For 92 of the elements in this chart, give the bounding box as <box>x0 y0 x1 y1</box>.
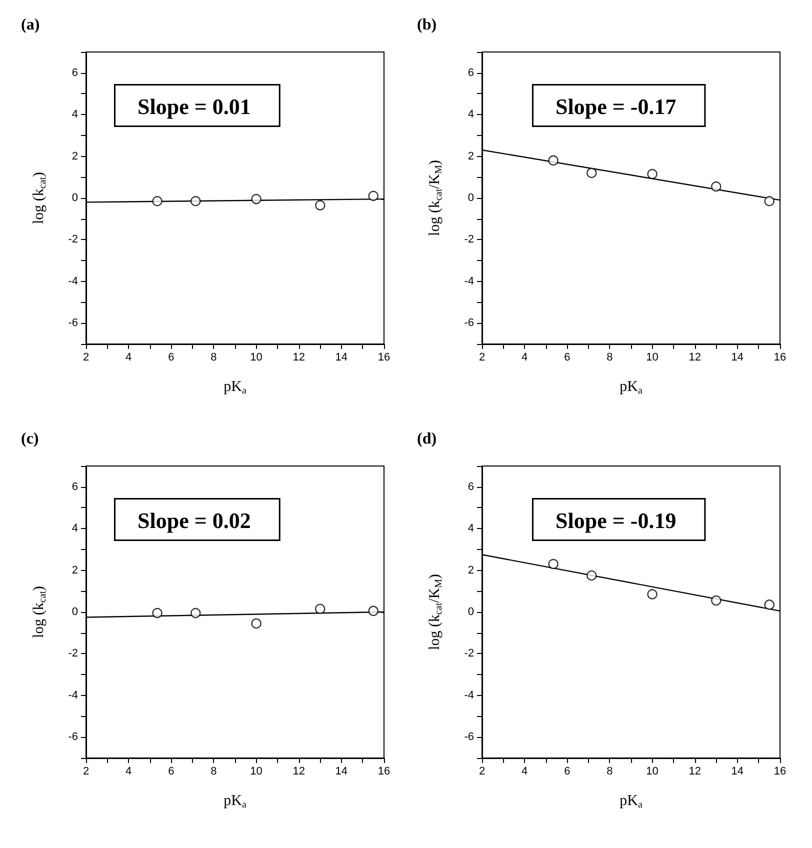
y-tick-label: -6 <box>464 317 474 330</box>
y-axis-title: log (kcat) <box>31 586 48 638</box>
x-tick-label: 8 <box>606 352 613 364</box>
y-tick-label: 6 <box>72 480 78 493</box>
y-tick-label: -2 <box>68 648 78 660</box>
y-tick-label: 6 <box>468 480 474 493</box>
y-tick-label: 4 <box>72 108 78 121</box>
point <box>251 194 262 204</box>
x-tick-label: 10 <box>250 352 262 364</box>
annotation: Slope = -0.19 <box>556 508 676 533</box>
y-tick-label: 0 <box>468 192 474 204</box>
point <box>251 618 262 629</box>
point <box>647 589 658 600</box>
point <box>368 190 378 202</box>
x-tick-label: 16 <box>774 352 786 364</box>
x-tick-label: 8 <box>210 766 217 778</box>
x-tick-label: 16 <box>774 766 786 778</box>
x-tick-label: 14 <box>335 352 348 364</box>
x-tick-label: 10 <box>646 766 658 778</box>
y-tick-label: 2 <box>468 564 474 576</box>
x-tick-label: 12 <box>292 766 305 778</box>
point <box>548 558 558 570</box>
point <box>315 200 326 210</box>
annotation: Slope = 0.02 <box>138 508 251 533</box>
point <box>586 168 597 178</box>
y-tick-label: 2 <box>72 564 78 576</box>
x-tick-label: 4 <box>126 766 132 778</box>
point <box>190 196 201 206</box>
point <box>764 196 774 206</box>
y-tick-label: 4 <box>468 108 474 121</box>
y-tick-label: 2 <box>468 150 474 162</box>
x-tick-label: 8 <box>606 766 613 778</box>
point <box>152 196 162 206</box>
x-tick-label: 14 <box>731 352 744 364</box>
x-tick-label: 16 <box>378 352 390 364</box>
y-axis-title: log (kcat) <box>31 172 48 224</box>
chart-title: (c) <box>21 430 39 448</box>
y-tick-label: -4 <box>464 689 474 702</box>
point <box>764 600 774 610</box>
point <box>711 181 722 192</box>
x-tick-label: 12 <box>292 352 305 364</box>
x-tick-label: 2 <box>478 352 486 364</box>
y-tick-label: 6 <box>468 66 474 79</box>
point <box>711 595 722 606</box>
y-tick-label: -4 <box>464 275 474 288</box>
x-tick-label: 6 <box>168 352 174 364</box>
x-tick-label: 10 <box>250 766 262 778</box>
y-tick-label: -4 <box>68 275 78 288</box>
point <box>548 155 558 166</box>
x-tick-label: 2 <box>478 766 486 778</box>
x-tick-label: 8 <box>210 352 217 364</box>
x-tick-label: 14 <box>731 766 744 778</box>
x-tick-label: 2 <box>82 352 90 364</box>
y-tick-label: 4 <box>468 522 474 535</box>
chart-title: (a) <box>21 16 40 34</box>
y-tick-label: 0 <box>72 192 78 204</box>
y-axis-title: log (kcat/KM) <box>427 160 444 236</box>
x-tick-label: 12 <box>688 352 701 364</box>
x-tick-label: 2 <box>82 766 90 778</box>
point <box>315 604 326 614</box>
y-tick-label: -4 <box>68 689 78 702</box>
y-tick-label: 6 <box>72 66 78 79</box>
point <box>647 168 658 180</box>
point <box>368 606 378 616</box>
y-tick-label: -2 <box>464 648 474 660</box>
x-tick-label: 6 <box>564 766 570 778</box>
chart-title: (d) <box>417 430 437 448</box>
annotation: Slope = 0.01 <box>138 94 251 119</box>
point <box>190 608 201 618</box>
y-axis-title: log (kcat/KM) <box>427 574 444 650</box>
x-tick-label: 6 <box>168 766 174 778</box>
y-tick-label: 2 <box>72 150 78 162</box>
x-tick-label: 6 <box>564 352 570 364</box>
x-tick-label: 12 <box>688 766 701 778</box>
y-tick-label: -6 <box>68 317 78 330</box>
y-tick-label: -2 <box>68 234 78 246</box>
y-tick-label: 4 <box>72 522 78 535</box>
y-tick-label: -6 <box>464 731 474 744</box>
x-tick-label: 10 <box>646 352 658 364</box>
y-tick-label: -2 <box>464 234 474 246</box>
x-tick-label: 4 <box>522 766 528 778</box>
point <box>152 608 162 618</box>
y-tick-label: -6 <box>68 731 78 744</box>
y-tick-label: 0 <box>72 606 78 618</box>
y-tick-label: 0 <box>468 606 474 618</box>
point <box>586 570 597 581</box>
annotation: Slope = -0.17 <box>556 94 676 119</box>
x-tick-label: 4 <box>522 352 528 364</box>
x-tick-label: 14 <box>335 766 348 778</box>
x-tick-label: 4 <box>126 352 132 364</box>
chart-title: (b) <box>417 16 437 34</box>
x-tick-label: 16 <box>378 766 390 778</box>
